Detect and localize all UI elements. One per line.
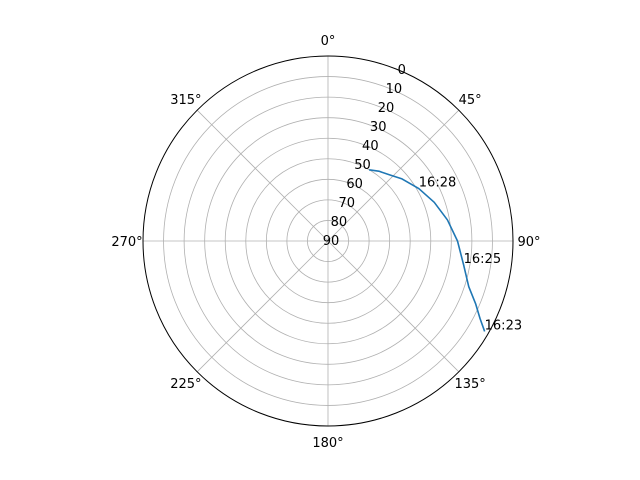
radial-tick-label: 80 [331, 215, 348, 230]
angle-tick-label: 90° [517, 235, 540, 250]
angle-tick-label: 45° [459, 93, 482, 108]
grid-spoke-135 [327, 240, 460, 373]
series-layer [368, 168, 486, 332]
radial-tick-label: 90 [323, 234, 340, 249]
radial-tick-label: 10 [386, 82, 403, 97]
grid-spoke-315 [196, 109, 329, 242]
polar-frame [142, 55, 514, 427]
angle-tick-label: 135° [454, 377, 485, 392]
grid [143, 56, 513, 426]
angle-tick-label: 270° [111, 235, 142, 250]
radial-tick-label: 20 [378, 101, 395, 116]
radial-tick-label: 60 [346, 177, 363, 192]
angle-tick-label: 180° [312, 436, 343, 451]
radial-tick-label: 0 [398, 63, 406, 78]
radial-tick-label: 40 [362, 139, 379, 154]
series-line-0 [368, 168, 486, 332]
radial-tick-label: 30 [370, 120, 387, 135]
frame [142, 55, 514, 427]
grid-spoke-225 [196, 240, 329, 373]
point-annotation: 16:28 [419, 176, 456, 191]
point-annotation: 16:25 [464, 252, 501, 267]
angle-tick-label: 0° [321, 34, 336, 49]
angle-tick-label: 225° [170, 377, 201, 392]
angle-tick-label: 315° [170, 93, 201, 108]
radial-tick-label: 70 [338, 196, 355, 211]
labels: 0° 45° 90° 135° 180° 225° 270° 315° 0 10 20 30 40 50 6… [111, 34, 540, 451]
point-annotation: 16:23 [485, 318, 522, 333]
radial-tick-label: 50 [354, 158, 371, 173]
